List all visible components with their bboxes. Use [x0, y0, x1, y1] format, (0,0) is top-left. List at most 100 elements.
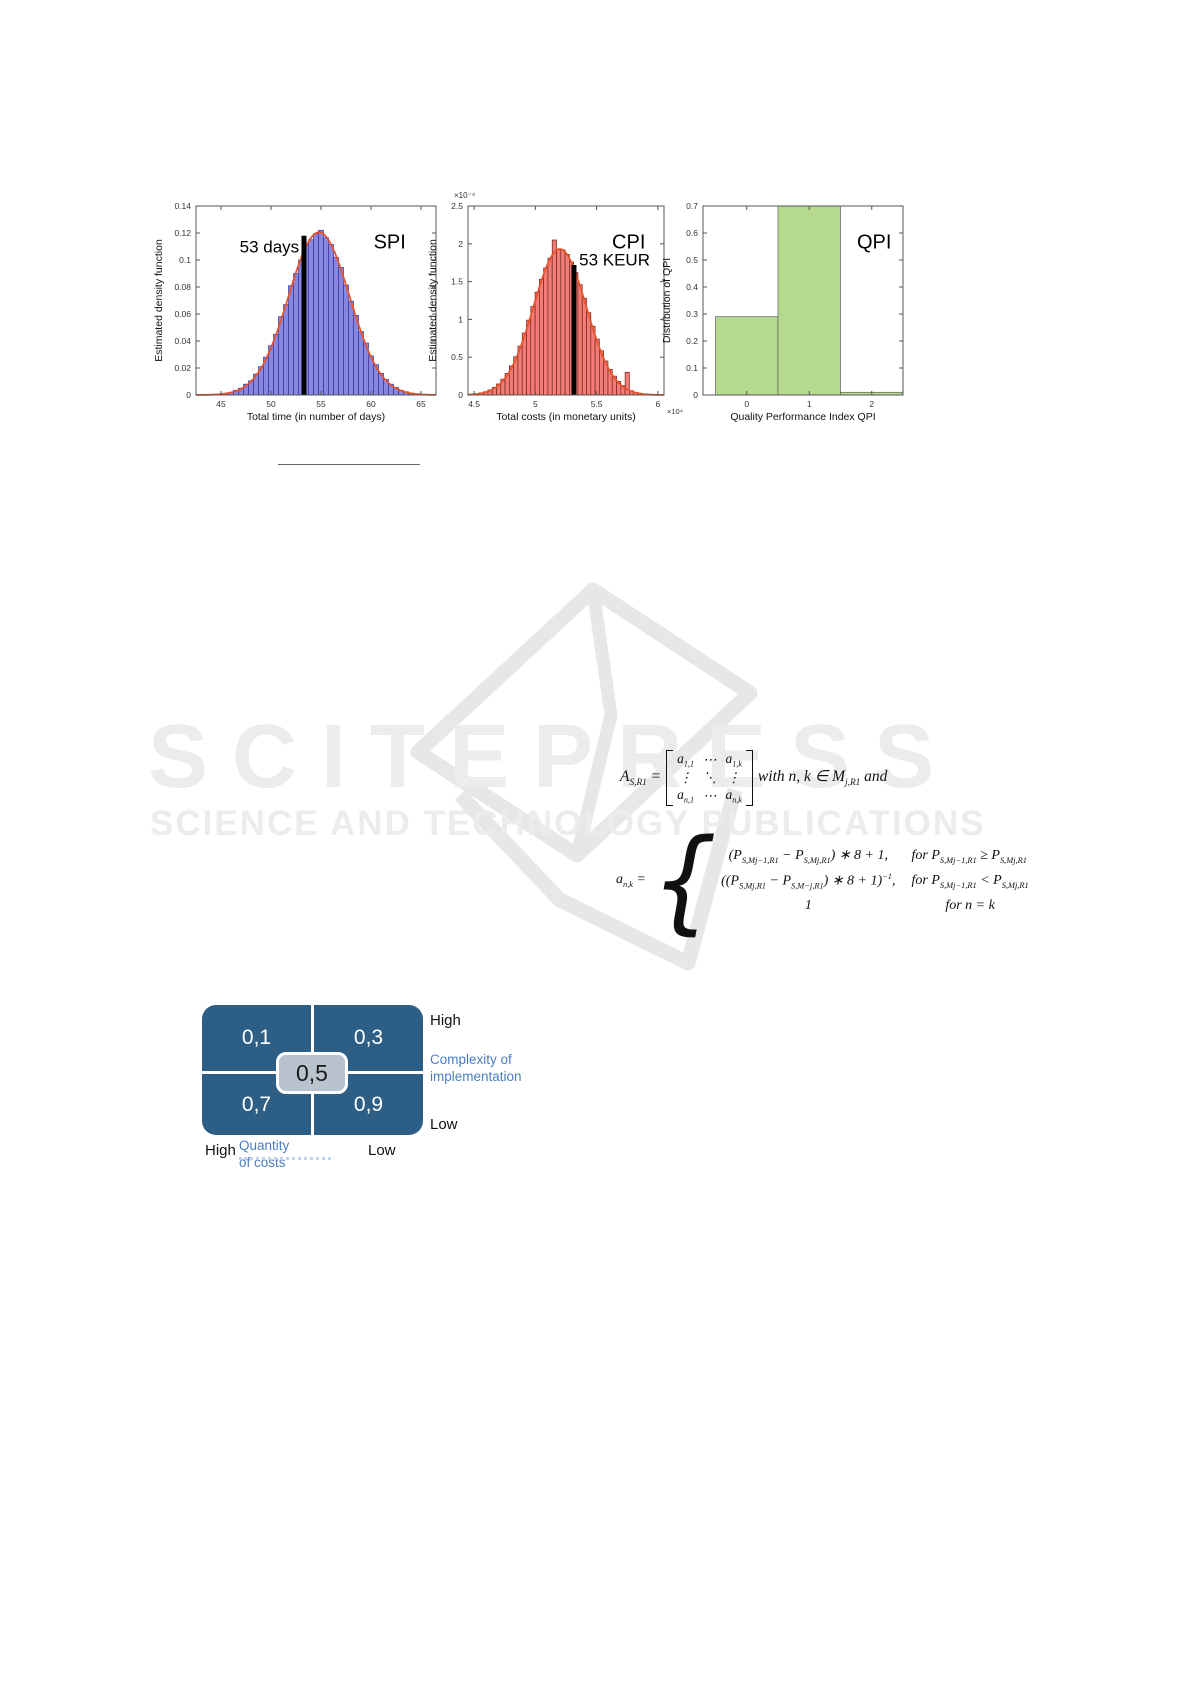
case-rows: (PS,Mj−1,R1 − PS,Mj,R1) ∗ 8 + 1, for PS,… [721, 847, 1029, 913]
clipped-text-remnant [239, 1157, 331, 1160]
y-tick-label: 0.14 [174, 201, 191, 211]
chart-annotation: CPI [612, 232, 645, 254]
formula2-lhs: an,k = [616, 872, 646, 889]
formula1-lhs: AS,R1 = [620, 767, 662, 789]
x-tick-label: 5 [533, 399, 538, 409]
spi-chart: 45 50 55 60 65 0 0.02 0.04 0.06 0.08 0.1 0.12 0.14 To… [150, 185, 450, 440]
bar [343, 284, 349, 396]
y-tick-label: 0.5 [451, 352, 463, 362]
case3-condition: for n = k [945, 897, 995, 913]
cpi-plot: 4.5 5 5.5 6 0 0.5 1 1.5 2 2.5×10⁻⁴ ×10⁴ Total costs… [427, 191, 683, 423]
divider-line [278, 464, 420, 465]
y-axis-exponent: ×10⁻⁴ [454, 191, 476, 200]
bar [564, 254, 570, 396]
axis-label-complexity: Complexity of implementation [430, 1052, 522, 1084]
y-tick-label: 0.04 [174, 336, 191, 346]
y-tick-label: 0.12 [174, 228, 191, 238]
bar [323, 237, 329, 396]
bar [278, 316, 284, 396]
bar [543, 267, 549, 396]
watermark-subtitle: SCIENCE AND TECHNOLOGY PUBLICATIONS [150, 804, 986, 843]
x-axis-exponent: ×10⁴ [667, 407, 683, 416]
right-bracket [745, 750, 753, 806]
bar [539, 278, 545, 396]
matrix-cell: a1,1 [677, 751, 694, 769]
bar [283, 304, 289, 396]
y-tick-label: 0.5 [686, 255, 698, 265]
matrix-cell: a1,k [725, 751, 742, 769]
case2-condition: for PS,Mj−1,R1 < PS,Mj,R1 [911, 873, 1029, 890]
x-tick-label: 65 [416, 399, 426, 409]
y-axis-label: Distribution of QPI [661, 258, 673, 343]
x-tick-label: 60 [366, 399, 376, 409]
center-value-pill: 0,5 [276, 1052, 348, 1094]
density-curve [467, 248, 664, 396]
x-axis-label: Total costs (in monetary units) [496, 411, 635, 423]
bar [586, 312, 592, 396]
y-tick-label: 0.6 [686, 228, 698, 238]
x-axis-label: Total time (in number of days) [247, 411, 385, 423]
matrix-cell: ⋯ [703, 787, 717, 803]
scitepress-logo-shape [410, 582, 758, 971]
bar [590, 325, 596, 396]
quadrant-top-left: 0,1 [202, 1005, 311, 1071]
bar [577, 284, 583, 396]
x-axis-label: Quality Performance Index QPI [730, 411, 875, 423]
y-tick-label: 0.1 [686, 363, 698, 373]
x-tick-label: 5.5 [591, 399, 603, 409]
spi-plot: 45 50 55 60 65 0 0.02 0.04 0.06 0.08 0.1 0.12 0.14 To… [153, 201, 437, 423]
x-tick-label: 1 [807, 399, 812, 409]
axis-label-quantity-of-costs: Quantity of costs [239, 1138, 290, 1170]
matrix-cell: an,1 [677, 787, 694, 805]
axis-label-high-right: High [430, 1012, 461, 1029]
case2-expression: ((PS,Mj,R1 − PS,M−j,R1) ∗ 8 + 1)−1, [721, 872, 896, 891]
x-tick-label: 6 [656, 399, 661, 409]
matrix-definition-formula: AS,R1 = a1,1 ⋯ a1,k ⋮ ⋱ ⋮ an,1 ⋯ an,k wi… [620, 748, 887, 808]
y-tick-label: 0.08 [174, 282, 191, 292]
y-tick-label: 0 [693, 390, 698, 400]
qpi-chart: 0 1 2 0 0.1 0.2 0.3 0.4 0.5 0.6 0.7 Quality Perform… [658, 185, 943, 440]
y-tick-label: 1.5 [451, 277, 463, 287]
bar [715, 316, 779, 396]
bar [313, 233, 319, 396]
bar [353, 315, 359, 396]
bar [526, 319, 532, 396]
left-bracket [666, 750, 674, 806]
formula1-rhs: with n, k ∈ Mj,R1 and [757, 768, 888, 789]
density-curve [195, 231, 436, 396]
matrix-cell: ⋮ [726, 770, 741, 785]
watermark-title: SCITEPRESS [148, 707, 959, 807]
y-tick-label: 0.2 [686, 336, 698, 346]
bar [560, 249, 566, 396]
x-tick-label: 2 [869, 399, 874, 409]
curly-brace: { [650, 814, 718, 946]
matrix-cell: ⋱ [703, 770, 717, 785]
bar [777, 205, 841, 396]
bar [556, 248, 562, 396]
y-axis-label: Estimated density function [153, 239, 165, 362]
bar [308, 239, 314, 396]
y-tick-label: 1 [458, 314, 463, 324]
axes-box [195, 205, 437, 396]
bar [547, 257, 553, 396]
matrix-entries: a1,1 ⋯ a1,k ⋮ ⋱ ⋮ an,1 ⋯ an,k [673, 750, 746, 805]
axis-label-high-bottom: High [205, 1142, 236, 1159]
case1-expression: (PS,Mj−1,R1 − PS,Mj,R1) ∗ 8 + 1, [728, 848, 888, 866]
axes-box [702, 205, 904, 396]
case1-condition: for PS,Mj−1,R1 ≥ PS,Mj,R1 [911, 847, 1027, 865]
quadrant-top-right: 0,3 [314, 1005, 423, 1071]
y-tick-label: 0 [186, 390, 191, 400]
bar [273, 333, 279, 396]
matrix-cell: ⋮ [678, 770, 693, 785]
y-tick-label: 0.06 [174, 309, 191, 319]
chart-annotation: QPI [857, 232, 891, 254]
cases-formula: an,k = { (PS,Mj−1,R1 − PS,Mj,R1) ∗ 8 + 1… [616, 824, 1029, 936]
bar [288, 285, 294, 396]
qpi-plot: 0 1 2 0 0.1 0.2 0.3 0.4 0.5 0.6 0.7 Quality Perform… [661, 201, 904, 423]
bar [338, 267, 344, 396]
bar [530, 306, 536, 396]
x-tick-label: 0 [744, 399, 749, 409]
x-tick-label: 4.5 [468, 399, 480, 409]
